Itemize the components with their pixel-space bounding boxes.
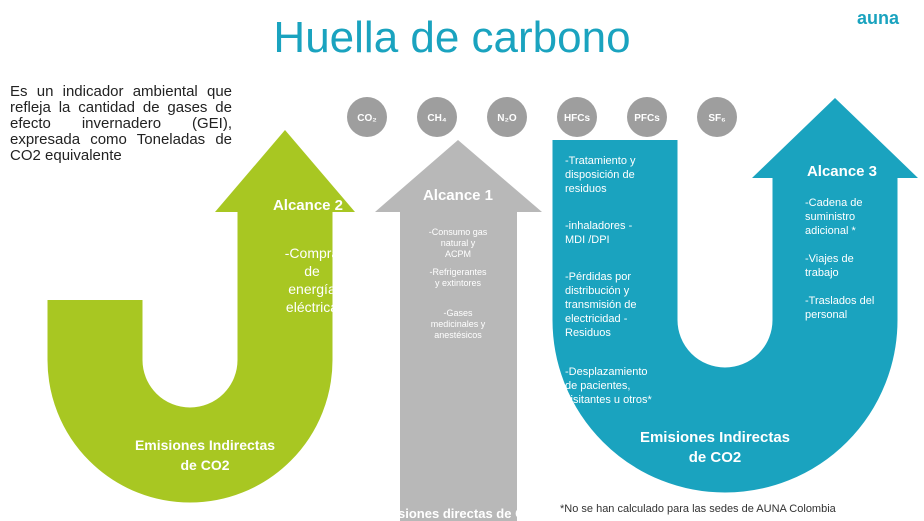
logo: auna [857, 8, 900, 28]
scope-footer: de CO2 [689, 449, 742, 466]
green-arrow [95, 210, 285, 455]
item-text: medicinales y [431, 319, 486, 329]
item-text: electricidad - [565, 313, 628, 325]
item-text: -Tratamiento y [565, 155, 636, 167]
item-text: energía [288, 281, 336, 297]
item-text: -Pérdidas por [565, 271, 631, 283]
item-text: -Gases [443, 308, 473, 318]
item-text: trabajo [805, 267, 839, 279]
diagram: Huella de carbono auna *No se han calcul… [0, 0, 924, 521]
gas-label: CO₂ [357, 113, 376, 124]
item-text: residuos [565, 183, 607, 195]
item-text: transmisión de [565, 299, 637, 311]
item-text: anestésicos [434, 330, 482, 340]
item-text: eléctrica [286, 299, 338, 315]
item-text: suministro [805, 211, 855, 223]
footnote: *No se han calculado para las sedes de A… [560, 503, 837, 515]
item-text: -inhaladores - [565, 220, 633, 232]
scope-title: Alcance 2 [273, 197, 343, 214]
item-text: -Refrigerantes [429, 267, 487, 277]
item-text: de pacientes, [565, 380, 630, 392]
item-text: Residuos [565, 327, 611, 339]
item-text: distribución y [565, 285, 630, 297]
slide: Huella de carbono auna *No se han calcul… [0, 0, 924, 521]
gas-label: PFCs [634, 113, 660, 124]
item-text: -Viajes de [805, 253, 854, 265]
scope-title: Alcance 3 [807, 163, 877, 180]
gas-label: SF₆ [708, 113, 725, 124]
intro-text: Es un indicador ambiental que refleja la… [10, 84, 232, 164]
item-text: de [304, 263, 320, 279]
item-text: disposición de [565, 169, 635, 181]
item-text: personal [805, 309, 847, 321]
item-text: -Traslados del [805, 295, 874, 307]
item-text: adicional * [805, 225, 856, 237]
item-text: -Consumo gas [429, 227, 488, 237]
item-text: y extintores [435, 278, 482, 288]
title: Huella de carbono [273, 13, 630, 62]
item-text: ACPM [445, 249, 471, 259]
item-text: natural y [441, 238, 476, 248]
item-text: MDI /DPI [565, 234, 610, 246]
scope-title: Alcance 1 [423, 187, 493, 204]
item-text: -Compra [285, 245, 340, 261]
gas-label: CH₄ [427, 113, 446, 124]
blue-arrow [615, 140, 835, 430]
scope-footer: Emisiones directas de CO2 [374, 506, 542, 521]
item-text: -Cadena de [805, 197, 863, 209]
gas-label: N₂O [497, 113, 517, 124]
scope-footer: de CO2 [180, 457, 229, 473]
scope-footer: Emisiones Indirectas [135, 437, 275, 453]
gas-label: HFCs [564, 113, 591, 124]
item-text: -Desplazamiento [565, 366, 648, 378]
item-text: visitantes u otros* [565, 394, 653, 406]
scope-footer: Emisiones Indirectas [640, 429, 790, 446]
